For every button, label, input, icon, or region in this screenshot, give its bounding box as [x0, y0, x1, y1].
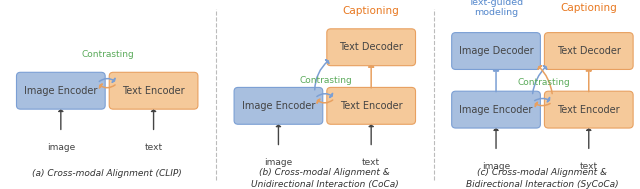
Text: Image Encoder: Image Encoder	[242, 101, 315, 111]
FancyBboxPatch shape	[234, 87, 323, 124]
Text: image: image	[47, 143, 75, 152]
Text: Text Decoder: Text Decoder	[339, 42, 403, 52]
Text: Text-guided
modeling: Text-guided modeling	[468, 0, 524, 17]
Text: Captioning: Captioning	[561, 3, 617, 12]
FancyBboxPatch shape	[452, 91, 540, 128]
Text: Image Encoder: Image Encoder	[24, 86, 97, 96]
Text: text: text	[145, 143, 163, 152]
Text: (c) Cross-modal Alignment &
Bidirectional Interaction (SyCoCa): (c) Cross-modal Alignment & Bidirectiona…	[466, 168, 619, 189]
Text: Image Decoder: Image Decoder	[459, 46, 533, 56]
Text: image: image	[482, 162, 510, 171]
FancyBboxPatch shape	[327, 87, 415, 124]
Text: Contrasting: Contrasting	[517, 78, 570, 87]
FancyBboxPatch shape	[452, 33, 540, 70]
Text: (a) Cross-modal Alignment (CLIP): (a) Cross-modal Alignment (CLIP)	[33, 169, 182, 178]
Text: Text Encoder: Text Encoder	[340, 101, 403, 111]
Text: Image Encoder: Image Encoder	[460, 105, 532, 115]
FancyBboxPatch shape	[17, 72, 105, 109]
FancyBboxPatch shape	[545, 91, 633, 128]
Text: Text Encoder: Text Encoder	[557, 105, 620, 115]
FancyBboxPatch shape	[327, 29, 415, 66]
FancyBboxPatch shape	[545, 33, 633, 70]
Text: image: image	[264, 158, 292, 167]
FancyBboxPatch shape	[109, 72, 198, 109]
Text: (b) Cross-modal Alignment &
Unidirectional Interaction (CoCa): (b) Cross-modal Alignment & Unidirection…	[251, 168, 399, 189]
Text: text: text	[580, 162, 598, 171]
Text: Contrasting: Contrasting	[82, 50, 134, 59]
Text: text: text	[362, 158, 380, 167]
Text: Contrasting: Contrasting	[300, 76, 352, 85]
Text: Captioning: Captioning	[343, 6, 399, 16]
Text: Text Encoder: Text Encoder	[122, 86, 185, 96]
Text: Text Decoder: Text Decoder	[557, 46, 621, 56]
